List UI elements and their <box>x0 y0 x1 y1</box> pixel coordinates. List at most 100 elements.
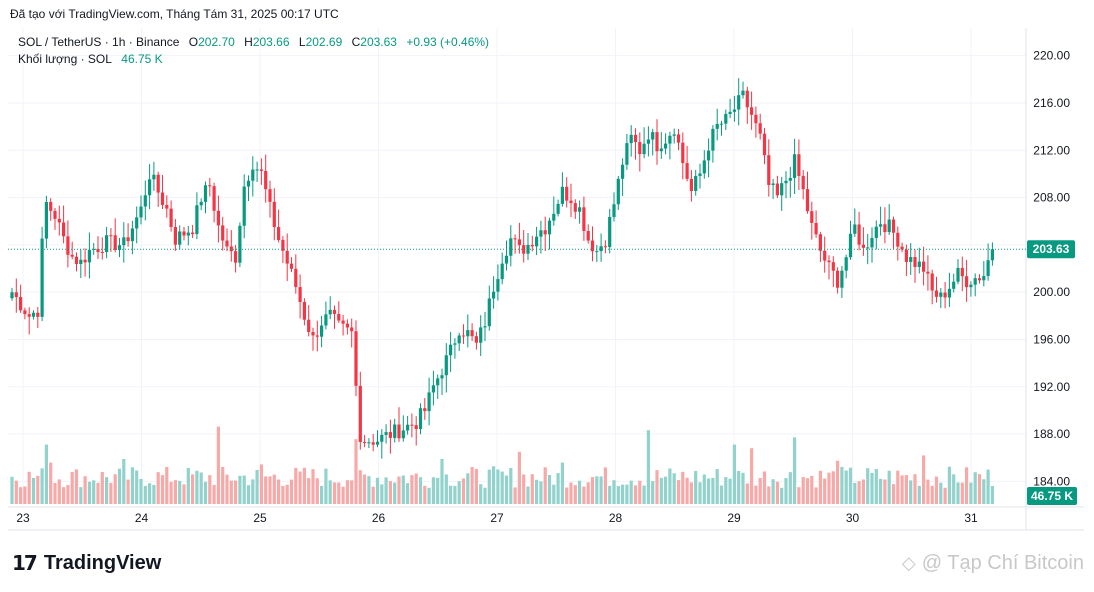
candle-body <box>788 177 792 181</box>
candle <box>160 174 165 210</box>
candle-body <box>874 226 878 238</box>
candle <box>191 224 195 239</box>
candle-body <box>212 186 216 211</box>
candle-body <box>504 255 509 264</box>
candle-body <box>943 292 947 298</box>
candle-body <box>203 185 208 202</box>
volume-bar <box>466 473 470 504</box>
candle <box>896 226 900 261</box>
candle <box>152 161 156 191</box>
legend-symbol[interactable]: SOL / TetherUS · 1h · Binance <box>18 35 180 49</box>
candle-body <box>311 331 315 336</box>
volume-bar <box>341 486 345 504</box>
candle-body <box>272 201 276 228</box>
candle-body <box>461 335 466 337</box>
candle <box>771 179 775 199</box>
candle <box>203 181 208 214</box>
candle-body <box>535 236 539 247</box>
volume-bar <box>672 473 676 504</box>
candle <box>264 154 268 203</box>
candle <box>221 216 225 251</box>
candle-body <box>522 245 526 254</box>
candle <box>900 242 904 253</box>
volume-bar <box>853 482 857 504</box>
candle <box>737 78 741 126</box>
volume-bar <box>143 485 147 504</box>
volume-bar <box>53 482 57 504</box>
volume-bar <box>857 481 861 504</box>
candle-body <box>879 224 883 227</box>
volume-bar <box>350 480 354 504</box>
candle <box>586 224 590 244</box>
candle <box>341 315 345 336</box>
candle <box>431 370 435 406</box>
volume-bar <box>354 439 358 504</box>
candle-body <box>694 176 698 191</box>
volume-bar <box>10 476 14 504</box>
candle-body <box>969 284 973 288</box>
legend-close-label: C <box>351 35 361 49</box>
candle-body <box>191 232 195 235</box>
volume-bar <box>896 470 900 504</box>
candle-body <box>582 207 586 232</box>
volume-bar <box>380 484 384 504</box>
candle <box>513 234 517 254</box>
volume-bar <box>242 475 246 504</box>
candle <box>436 374 440 399</box>
candle-body <box>289 263 294 269</box>
candle <box>242 174 246 239</box>
candle <box>956 259 960 285</box>
volume-bar <box>105 477 109 504</box>
candle <box>793 138 797 195</box>
volume-bar <box>160 475 165 504</box>
candle <box>345 319 349 335</box>
volume-bar <box>560 462 564 504</box>
candle <box>638 132 642 172</box>
candle-body <box>913 257 917 268</box>
volume-bar <box>397 476 401 504</box>
volume-bar <box>479 484 483 504</box>
volume-bar <box>264 476 268 504</box>
tradingview-logo[interactable]: 17 TradingView <box>12 549 161 577</box>
candle <box>332 305 337 329</box>
candle <box>135 206 139 244</box>
candle-body <box>221 225 225 241</box>
candle <box>569 183 573 218</box>
candle-body <box>599 246 603 252</box>
candle <box>977 274 982 284</box>
volume-bar <box>530 474 534 504</box>
candle <box>479 315 483 356</box>
candle-body <box>397 424 401 439</box>
candle <box>655 119 659 165</box>
candle <box>92 243 96 255</box>
volume-bar <box>31 477 36 504</box>
volume-bar <box>836 460 840 504</box>
candle-body <box>19 297 23 311</box>
watermark-text: @ Tạp Chí Bitcoin <box>921 552 1084 574</box>
volume-bar <box>762 471 767 504</box>
candle-body <box>767 155 771 185</box>
candle-body <box>681 142 685 164</box>
volume-bar <box>371 486 375 504</box>
volume-bar <box>406 483 410 504</box>
candle <box>573 199 577 219</box>
candle <box>818 231 822 262</box>
volume-bar <box>66 485 70 504</box>
candle <box>324 301 328 330</box>
volume-bar <box>638 480 642 504</box>
candle <box>539 220 543 254</box>
volume-bar <box>586 482 590 504</box>
candle <box>853 208 857 237</box>
candle-body <box>934 290 939 297</box>
legend-volume-label[interactable]: Khối lượng · SOL <box>18 52 112 66</box>
y-tick-label: 220.00 <box>1033 49 1070 63</box>
volume-bar <box>754 485 758 504</box>
candle-body <box>285 250 289 264</box>
candle <box>509 225 513 267</box>
candle <box>612 192 616 222</box>
volume-bar <box>457 481 461 504</box>
candle-body <box>208 185 212 187</box>
candle-body <box>470 330 474 337</box>
last-volume-label: 46.75 K <box>1031 489 1073 503</box>
